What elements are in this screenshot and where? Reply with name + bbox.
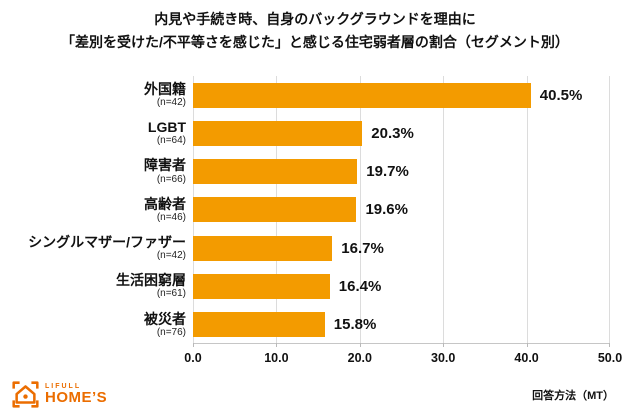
- bar-value-label: 16.7%: [341, 239, 384, 257]
- category-label-block: 高齢者 (n=46): [0, 196, 193, 225]
- bar-value-label: 19.7%: [366, 163, 409, 181]
- bar-value-label: 16.4%: [338, 278, 382, 296]
- logo-brand-homes: HOME’S: [45, 389, 108, 407]
- bar-area: 16.7%: [193, 229, 610, 267]
- bar-area: 40.5%: [193, 76, 610, 114]
- axis-tick: [443, 343, 445, 347]
- sample-size-label: (n=76): [156, 326, 186, 338]
- axis-tick: [609, 343, 610, 347]
- category-label: 生活困窮層: [116, 272, 186, 289]
- category-label-block: シングルマザー/ファザー (n=42): [0, 234, 193, 263]
- axis-tick: [526, 343, 528, 347]
- bar-row: シングルマザー/ファザー (n=42) 16.7%: [0, 229, 630, 267]
- category-label-block: 障害者 (n=66): [0, 157, 193, 186]
- bar-area: 20.3%: [193, 114, 610, 152]
- bar-rows: 外国籍 (n=42) 40.5% LGBT (n=64) 20.3% 障害者 (…: [0, 76, 630, 344]
- logo-brand-lifull: LIFULL: [45, 382, 82, 390]
- gridline: [526, 76, 528, 343]
- gridline: [609, 76, 610, 343]
- category-label-block: LGBT (n=64): [0, 119, 193, 148]
- bar: [193, 197, 357, 223]
- bar: [193, 312, 325, 338]
- gridline: [443, 76, 445, 343]
- bar-row: 障害者 (n=66) 19.7%: [0, 153, 630, 191]
- bar-row: 生活困窮層 (n=61) 16.4%: [0, 267, 630, 305]
- x-tick-label: 40.0: [514, 351, 539, 365]
- sample-size-label: (n=66): [156, 173, 186, 185]
- category-label: 高齢者: [144, 195, 186, 212]
- sample-size-label: (n=42): [156, 96, 186, 108]
- category-label-block: 被災者 (n=76): [0, 311, 193, 340]
- bar-row: LGBT (n=64) 20.3%: [0, 114, 630, 152]
- category-label: シングルマザー/ファザー: [28, 233, 186, 250]
- x-tick-label: 20.0: [347, 351, 372, 365]
- bar-value-label: 15.8%: [333, 316, 377, 334]
- category-label-block: 外国籍 (n=42): [0, 81, 193, 110]
- x-tick-label: 0.0: [184, 351, 202, 365]
- bar: [193, 159, 358, 185]
- category-label: LGBT: [147, 119, 186, 136]
- sample-size-label: (n=64): [156, 135, 186, 147]
- bar-row: 高齢者 (n=46) 19.6%: [0, 191, 630, 229]
- bar-row: 被災者 (n=76) 15.8%: [0, 306, 630, 344]
- x-tick-label: 50.0: [597, 351, 623, 365]
- category-label: 障害者: [144, 157, 186, 174]
- bar-value-label: 20.3%: [371, 124, 414, 142]
- bar-area: 15.8%: [193, 306, 610, 344]
- bar-value-label: 19.6%: [365, 201, 408, 219]
- category-label: 被災者: [144, 310, 186, 327]
- bar-chart: 外国籍 (n=42) 40.5% LGBT (n=64) 20.3% 障害者 (…: [0, 76, 630, 347]
- bar: [193, 82, 531, 108]
- gridline: [359, 76, 361, 343]
- x-tick-label: 30.0: [431, 351, 456, 365]
- x-tick-label: 10.0: [264, 351, 289, 365]
- axis-tick: [193, 343, 194, 347]
- bar-area: 16.4%: [193, 267, 610, 305]
- logo-wordmark: LIFULL HOME’S: [45, 383, 107, 406]
- bar-area: 19.7%: [193, 153, 610, 191]
- chart-title: 内見や手続き時、自身のバックグラウンドを理由に 「差別を受けた/不平等さを感じた…: [0, 8, 630, 54]
- bar-row: 外国籍 (n=42) 40.5%: [0, 76, 630, 114]
- bar-value-label: 40.5%: [539, 86, 583, 104]
- house-in-brackets-icon: [12, 381, 39, 408]
- category-label-block: 生活困窮層 (n=61): [0, 272, 193, 301]
- bar: [193, 120, 363, 146]
- x-axis: 0.0 10.0 20.0 30.0 40.0 50.0: [184, 349, 622, 367]
- bar-area: 19.6%: [193, 191, 610, 229]
- lifull-homes-logo: LIFULL HOME’S: [12, 381, 107, 408]
- chart-title-line1: 内見や手続き時、自身のバックグラウンドを理由に: [154, 11, 476, 27]
- footer: LIFULL HOME’S 回答方法（MT）: [12, 372, 614, 408]
- bar: [193, 235, 333, 261]
- bar: [193, 274, 330, 300]
- response-method-note: 回答方法（MT）: [532, 390, 614, 402]
- axis-tick: [359, 343, 361, 347]
- axis-tick: [276, 343, 278, 347]
- sample-size-label: (n=46): [156, 211, 186, 223]
- category-label: 外国籍: [144, 80, 186, 97]
- sample-size-label: (n=42): [156, 250, 186, 262]
- sample-size-label: (n=61): [156, 288, 186, 300]
- chart-title-line2: 「差別を受けた/不平等さを感じた」と感じる住宅弱者層の割合（セグメント別）: [61, 34, 569, 50]
